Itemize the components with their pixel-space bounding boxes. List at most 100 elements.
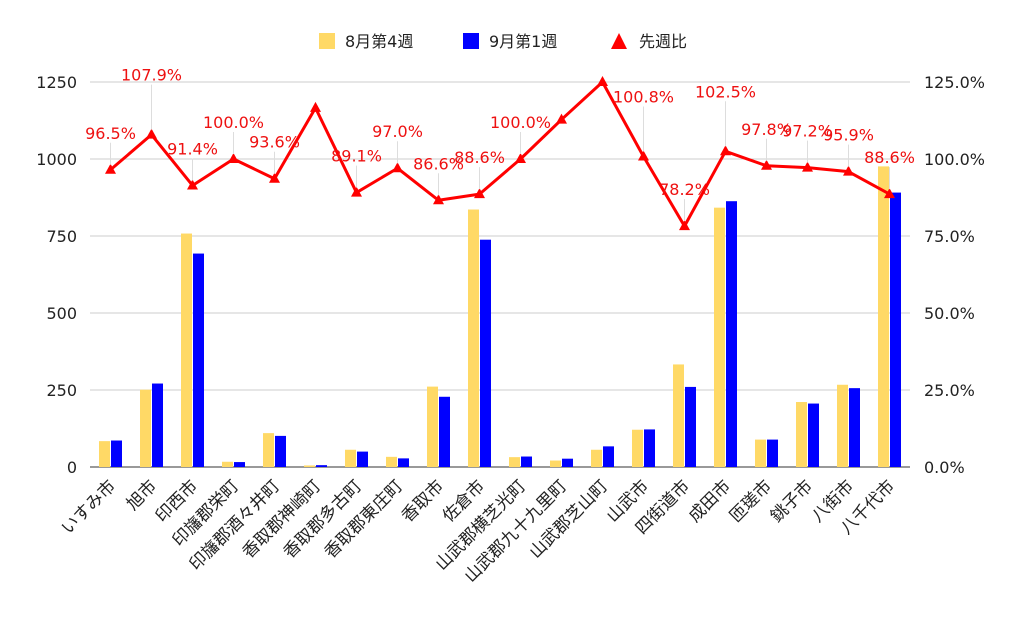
bar-9月第1週-香取郡多古町 [357,451,368,467]
legend-swatch-9月第1週 [463,33,479,49]
bar-9月第1週-いすみ市 [111,440,122,467]
bar-8月第4週-八千代市 [878,166,889,467]
x-category-label: 銚子市 [767,476,817,526]
ratio-point-いすみ市 [105,163,116,174]
ratio-point-香取郡多古町 [351,186,362,197]
bar-8月第4週-香取市 [427,386,438,467]
legend: 8月第4週 9月第1週 先週比 [319,32,687,51]
bar-8月第4週-いすみ市 [99,441,110,467]
bar-9月第1週-四街道市 [685,386,696,467]
ratio-point-八千代市 [884,188,895,199]
bar-8月第4週-山武郡九十九里町 [550,460,561,467]
bar-series [99,166,901,468]
data-label-山武郡横芝光町: 100.0% [490,113,551,132]
ratio-point-成田市 [720,145,731,156]
y-left-tick-label: 750 [46,227,77,246]
ratio-point-山武郡横芝光町 [515,153,526,163]
legend-swatch-8月第4週 [319,33,335,49]
ratio-point-香取郡神崎町 [310,101,321,112]
y-left-tick-label: 250 [46,381,77,400]
bar-9月第1週-印旛郡酒々井町 [275,435,286,467]
bar-8月第4週-山武郡横芝光町 [509,457,520,467]
ratio-point-八街市 [843,165,854,176]
bar-9月第1週-香取市 [439,396,450,467]
bar-8月第4週-印旛郡栄町 [222,461,233,467]
ratio-point-香取市 [433,194,444,205]
ratio-line-series [105,76,895,231]
bar-8月第4週-山武郡芝山町 [591,449,602,467]
bar-9月第1週-旭市 [152,383,163,467]
ratio-point-香取郡東庄町 [392,162,403,173]
ratio-point-山武郡芝山町 [597,76,608,86]
legend-label-先週比: 先週比 [639,32,687,51]
bar-8月第4週-四街道市 [673,364,684,467]
bar-9月第1週-香取郡神崎町 [316,465,327,467]
left-axis-ticks: 0 250 500 750 1000 1250 [36,73,77,477]
ratio-line [109,80,891,228]
bar-9月第1週-山武市 [644,429,655,467]
data-label-旭市: 107.9% [121,66,182,85]
ratio-point-山武市 [638,150,649,161]
ratio-point-山武郡九十九里町 [556,113,567,124]
ratio-point-銚子市 [802,161,813,172]
ratio-point-旭市 [146,128,157,139]
bar-8月第4週-佐倉市 [468,209,479,467]
ratio-point-印旛郡酒々井町 [269,172,280,183]
data-label-印西市: 91.4% [167,139,218,158]
x-category-label: 成田市 [685,476,735,526]
legend-label-8月第4週: 8月第4週 [345,32,413,51]
bar-8月第4週-印西市 [181,233,192,467]
y-right-tick-label: 75.0% [924,227,975,246]
bar-8月第4週-匝瑳市 [755,439,766,467]
data-label-香取郡多古町: 89.1% [331,147,382,166]
bar-8月第4週-香取郡多古町 [345,449,356,467]
x-category-label: いすみ市 [58,476,120,538]
bar-8月第4週-銚子市 [796,402,807,467]
y-right-tick-label: 100.0% [924,150,985,169]
y-left-tick-label: 1250 [36,73,77,92]
bar-9月第1週-八街市 [849,388,860,467]
y-right-tick-label: 25.0% [924,381,975,400]
bar-9月第1週-山武郡横芝光町 [521,456,532,467]
right-axis-ticks: 0.0% 25.0% 50.0% 75.0% 100.0% 125.0% [924,73,985,477]
category-axis-labels: いすみ市 旭市印西市印旛郡栄町印旛郡酒々井町香取郡神崎町香取郡多古町香取郡東庄町香… [58,476,899,586]
data-label-銚子市: 97.2% [782,122,833,141]
bar-9月第1週-山武郡芝山町 [603,446,614,467]
bar-8月第4週-印旛郡酒々井町 [263,433,274,467]
data-label-佐倉市: 88.6% [454,148,505,167]
data-label-いすみ市: 96.5% [85,124,136,143]
data-label-成田市: 102.5% [695,82,756,101]
ratio-point-四街道市 [679,220,690,231]
bar-9月第1週-銚子市 [808,403,819,467]
legend-swatch-先週比 [611,33,627,49]
data-labels: 96.5%107.9%91.4%100.0%93.6%89.1%97.0%86.… [85,66,915,222]
data-label-八街市: 95.9% [823,126,874,145]
bar-9月第1週-佐倉市 [480,239,491,467]
bar-8月第4週-旭市 [140,389,151,467]
data-label-八千代市: 88.6% [864,148,915,167]
data-label-印旛郡酒々井町: 93.6% [249,133,300,152]
bar-9月第1週-匝瑳市 [767,439,778,467]
bar-9月第1週-八千代市 [890,192,901,467]
y-left-tick-label: 500 [46,304,77,323]
y-right-tick-label: 0.0% [924,458,965,477]
bar-9月第1週-印西市 [193,253,204,467]
data-label-山武市: 100.8% [613,88,674,107]
bar-9月第1週-印旛郡栄町 [234,462,245,467]
bar-8月第4週-香取郡東庄町 [386,456,397,467]
y-right-tick-label: 125.0% [924,73,985,92]
ratio-point-印旛郡栄町 [228,153,239,163]
bar-9月第1週-山武郡九十九里町 [562,458,573,467]
bar-9月第1週-成田市 [726,201,737,468]
y-right-tick-label: 50.0% [924,304,975,323]
bar-8月第4週-成田市 [714,207,725,467]
ratio-point-匝瑳市 [761,159,772,170]
data-label-印旛郡栄町: 100.0% [203,113,264,132]
bar-8月第4週-八街市 [837,384,848,467]
y-left-tick-label: 0 [67,458,77,477]
data-label-香取市: 86.6% [413,154,464,173]
data-label-香取郡東庄町: 97.0% [372,122,423,141]
legend-label-9月第1週: 9月第1週 [489,32,557,51]
ratio-point-佐倉市 [474,188,485,199]
x-category-label: 匝瑳市 [726,476,776,526]
